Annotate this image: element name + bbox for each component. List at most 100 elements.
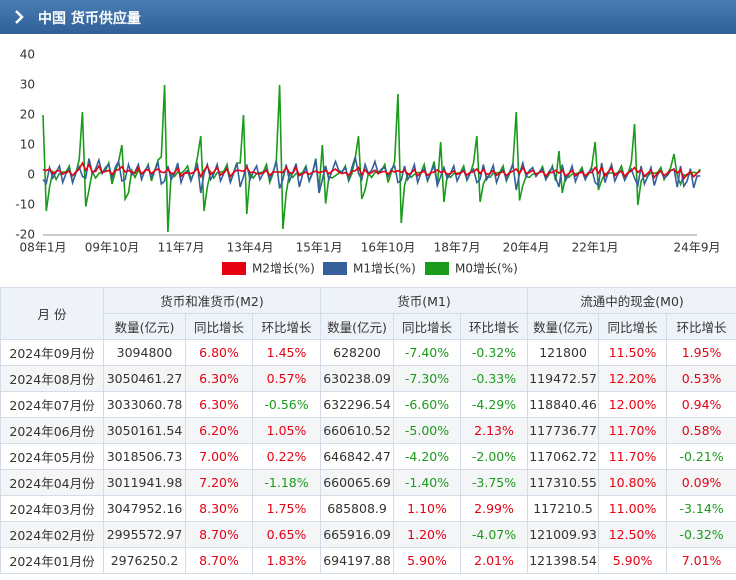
value-cell: 5.90% <box>598 547 668 574</box>
month-cell: 2024年04月份 <box>0 469 104 496</box>
value-cell: 117210.5 <box>527 495 600 522</box>
group-header: 货币和准货币(M2) <box>102 287 322 314</box>
month-cell: 2024年07月份 <box>0 391 104 418</box>
value-cell: 5.90% <box>393 547 462 574</box>
x-tick-label: 16年10月 <box>361 241 416 255</box>
value-cell: 0.22% <box>251 443 322 470</box>
value-cell: 0.65% <box>251 521 322 548</box>
month-cell: 2024年09月份 <box>0 339 104 366</box>
value-cell: 121398.54 <box>527 547 600 574</box>
value-cell: 121800 <box>527 339 600 366</box>
value-cell: 3018506.73 <box>103 443 186 470</box>
value-cell: 11.70% <box>598 443 668 470</box>
group-header: 流通中的现金(M0) <box>527 287 736 314</box>
month-cell: 2024年03月份 <box>0 495 104 522</box>
sub-header: 环比增长 <box>666 313 736 340</box>
sub-header: 同比增长 <box>185 313 253 340</box>
value-cell: 665916.09 <box>320 521 395 548</box>
y-tick-label: 30 <box>20 78 35 92</box>
value-cell: 632296.54 <box>320 391 395 418</box>
value-cell: -5.00% <box>393 417 462 444</box>
value-cell: 8.70% <box>185 547 253 574</box>
value-cell: 8.70% <box>185 521 253 548</box>
x-tick-label: 15年1月 <box>296 241 343 255</box>
value-cell: 117310.55 <box>527 469 600 496</box>
sub-header: 环比增长 <box>460 313 529 340</box>
table-row: 2024年07月份 3033060.78 6.30% -0.56% 632296.54-… <box>0 391 736 418</box>
value-cell: 0.57% <box>251 365 322 392</box>
value-cell: -0.33% <box>460 365 529 392</box>
value-cell: -3.14% <box>666 495 736 522</box>
chart: -20 -10 0 10 20 30 40 08年1月 09年10月 11年7月 13年4月 15年1… <box>0 34 736 287</box>
value-cell: 7.20% <box>185 469 253 496</box>
value-cell: 7.01% <box>666 547 736 574</box>
value-cell: 2.01% <box>460 547 529 574</box>
value-cell: 0.09% <box>666 469 736 496</box>
value-cell: 0.53% <box>666 365 736 392</box>
value-cell: 3047952.16 <box>103 495 186 522</box>
y-tick-label: 0 <box>27 168 35 182</box>
table-row: 2024年06月份 3050161.54 6.20% 1.05% 660610.52 -5… <box>0 417 736 444</box>
month-cell: 2024年02月份 <box>0 521 104 548</box>
value-cell: 2995572.97 <box>103 521 186 548</box>
value-cell: 660610.52 <box>320 417 395 444</box>
value-cell: 3050161.54 <box>103 417 186 444</box>
value-cell: -4.29% <box>460 391 529 418</box>
group-header: 货币(M1) <box>320 287 529 314</box>
value-cell: 630238.09 <box>320 365 395 392</box>
value-cell: 2.13% <box>460 417 529 444</box>
header-title: 中国 货币供应量 <box>38 11 141 27</box>
x-tick-label: 24年9月 <box>674 241 721 255</box>
value-cell: 7.00% <box>185 443 253 470</box>
value-cell: -2.00% <box>460 443 529 470</box>
series-line <box>42 161 701 181</box>
value-cell: 1.75% <box>251 495 322 522</box>
table-row: 数量(亿元) 同比增长 环比增长 数量(亿元) 同比增长 环比增长 数量(亿元) 同比增长 环比… <box>1 313 736 340</box>
table-row: 月 份货币和准货币(M2) 货币(M1) 流通中的现金(M0) <box>0 287 736 340</box>
value-cell: 660065.69 <box>320 469 395 496</box>
value-cell: 119472.57 <box>527 365 600 392</box>
month-cell: 2024年05月份 <box>0 443 104 470</box>
table-row: 2024年08月份 3050461.27 6.30% 0.57% 630238.09 -7… <box>0 365 736 392</box>
x-tick-label: 13年4月 <box>227 241 274 255</box>
value-cell: -0.21% <box>666 443 736 470</box>
table-row: 2024年03月份 3047952.16 8.30% 1.75% 685808.9 1.1… <box>0 495 736 522</box>
value-cell: 121009.93 <box>527 521 600 548</box>
value-cell: 694197.88 <box>320 547 395 574</box>
value-cell: -0.56% <box>251 391 322 418</box>
chevron-icon <box>15 10 24 24</box>
value-cell: 11.00% <box>598 495 668 522</box>
value-cell: 1.83% <box>251 547 322 574</box>
value-cell: 3050461.27 <box>103 365 186 392</box>
value-cell: 6.30% <box>185 365 253 392</box>
sub-header: 同比增长 <box>393 313 462 340</box>
value-cell: -4.20% <box>393 443 462 470</box>
value-cell: 3011941.98 <box>103 469 186 496</box>
table-row: 2024年02月份 2995572.97 8.70% 0.65% 665916.09 1.… <box>0 521 736 548</box>
series-line <box>42 84 701 233</box>
value-cell: 646842.47 <box>320 443 395 470</box>
y-tick-label: 20 <box>20 108 35 122</box>
value-cell: -4.07% <box>460 521 529 548</box>
value-cell: 6.30% <box>185 391 253 418</box>
value-cell: 1.45% <box>251 339 322 366</box>
x-tick-label: 20年4月 <box>503 241 550 255</box>
value-cell: 1.20% <box>393 521 462 548</box>
y-tick-label: 10 <box>20 138 35 152</box>
value-cell: 1.10% <box>393 495 462 522</box>
sub-header: 数量(亿元) <box>320 313 395 340</box>
value-cell: 3094800 <box>103 339 186 366</box>
legend-label: M1增长(%) <box>353 262 416 276</box>
value-cell: -1.18% <box>251 469 322 496</box>
y-tick-label: -20 <box>15 228 35 242</box>
table-row: 2024年01月份 2976250.2 8.70% 1.83% 694197.88 5.9… <box>0 547 736 574</box>
value-cell: -7.40% <box>393 339 462 366</box>
header-bar: 中国 货币供应量 <box>0 0 736 34</box>
x-tick-label: 22年1月 <box>572 241 619 255</box>
value-cell: 12.20% <box>598 365 668 392</box>
value-cell: 118840.46 <box>527 391 600 418</box>
value-cell: -0.32% <box>666 521 736 548</box>
y-tick-label: -10 <box>15 198 35 212</box>
x-tick-label: 09年10月 <box>85 241 140 255</box>
